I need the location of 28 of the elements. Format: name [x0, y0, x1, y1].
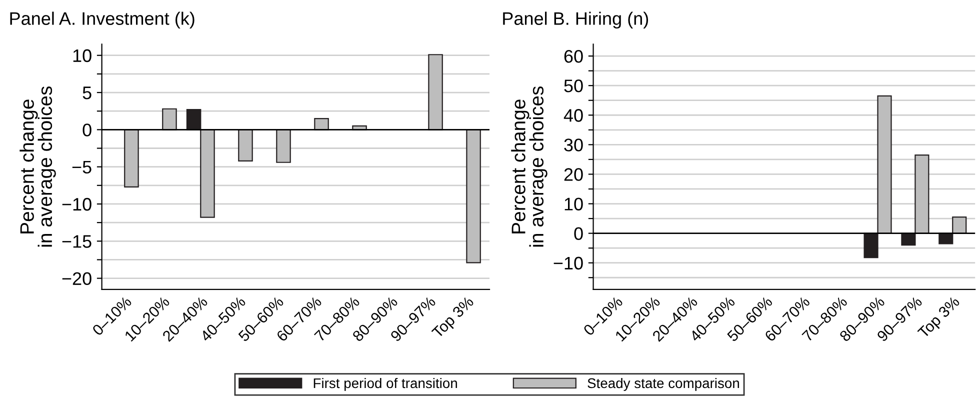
- y-tick-label: 10: [564, 198, 583, 210]
- chart-title: Panel A. Investment (k): [10, 12, 194, 29]
- y-tick-label: 0: [574, 227, 583, 240]
- y-tick-label: −10: [554, 256, 583, 270]
- bar: [314, 118, 329, 130]
- y-tick-label: 40: [564, 109, 583, 122]
- y-tick-label: 20: [564, 168, 583, 181]
- y-axis-title: Percent change in average choices: [511, 86, 548, 247]
- y-tick-label: −15: [62, 235, 92, 248]
- bar: [276, 129, 291, 163]
- legend-label: Steady state comparison: [588, 378, 739, 391]
- y-tick-label: 50: [564, 80, 583, 92]
- bar: [238, 129, 253, 162]
- bar: [428, 54, 443, 130]
- y-tick-label: 60: [564, 50, 583, 63]
- y-tick-label: 30: [564, 138, 583, 152]
- bar: [124, 129, 139, 188]
- bar: [466, 129, 481, 264]
- chart-title: Panel B. Hiring (n): [503, 12, 648, 29]
- legend-label: First period of transition: [314, 378, 457, 391]
- y-tick-label: 0: [82, 124, 92, 136]
- y-tick-label: 5: [82, 86, 92, 100]
- y-tick-label: −10: [62, 198, 92, 211]
- y-tick-label: 10: [73, 49, 92, 62]
- y-tick-label: −5: [72, 160, 92, 174]
- y-axis-title: Percent change in average choices: [20, 86, 56, 247]
- bar: [162, 108, 177, 130]
- y-tick-label: −20: [62, 272, 92, 286]
